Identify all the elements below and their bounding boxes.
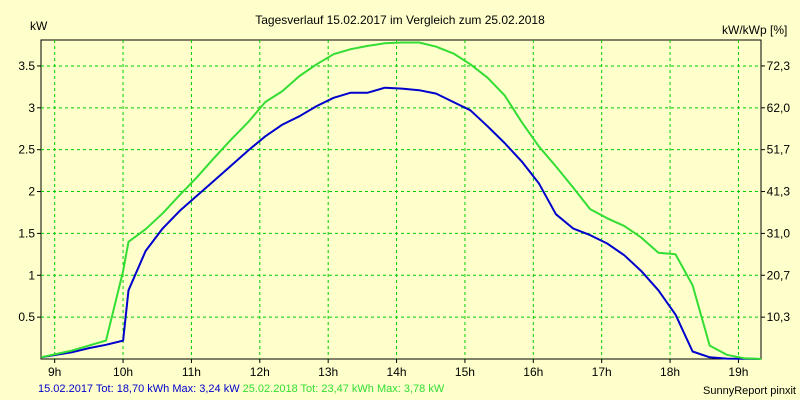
y-tick-label-right: 51,7	[767, 143, 791, 157]
x-tick-label: 15h	[455, 365, 475, 379]
footer-summary: 15.02.2017 Tot: 18,70 kWh Max: 3,24 kW 2…	[38, 383, 445, 395]
y-tick-label-left: 2.5	[18, 143, 35, 157]
x-tick-label: 9h	[48, 365, 61, 379]
chart-title: Tagesverlauf 15.02.2017 im Vergleich zum…	[255, 13, 545, 27]
y-tick-label-left: 2	[28, 185, 35, 199]
x-tick-label: 12h	[250, 365, 270, 379]
y-tick-label-left: 1	[28, 268, 35, 282]
x-tick-label: 13h	[318, 365, 338, 379]
credit-text: SunnyReport pinxit	[703, 385, 796, 397]
x-tick-label: 14h	[387, 365, 407, 379]
footer-series-summary: 25.02.2018 Tot: 23,47 kWh Max: 3,78 kW	[240, 383, 445, 395]
y-tick-label-left: 3.5	[18, 59, 35, 73]
y-axis-label-left: kW	[30, 19, 48, 33]
x-tick-label: 11h	[182, 365, 201, 379]
y-tick-label-right: 72,3	[767, 59, 791, 73]
plot-frame	[40, 39, 762, 360]
x-tick-label: 17h	[592, 365, 612, 379]
y-axis-label-right: kW/kWp [%]	[722, 23, 787, 37]
y-tick-label-left: 0.5	[18, 310, 35, 324]
y-tick-label-right: 10,3	[767, 310, 791, 324]
x-tick-label: 16h	[523, 365, 543, 379]
y-tick-label-left: 3	[28, 101, 35, 115]
y-tick-label-left: 1.5	[18, 226, 35, 240]
y-tick-label-right: 62,0	[767, 101, 791, 115]
x-tick-label: 18h	[660, 365, 680, 379]
y-tick-label-right: 41,3	[767, 185, 791, 199]
x-tick-label: 19h	[728, 365, 748, 379]
x-tick-label: 10h	[113, 365, 133, 379]
y-tick-label-right: 20,7	[767, 268, 791, 282]
footer-series-summary: 15.02.2017 Tot: 18,70 kWh Max: 3,24 kW	[38, 383, 240, 395]
y-tick-label-right: 31,0	[767, 226, 791, 240]
series-line-1	[40, 86, 762, 360]
series-line-2	[40, 41, 762, 360]
